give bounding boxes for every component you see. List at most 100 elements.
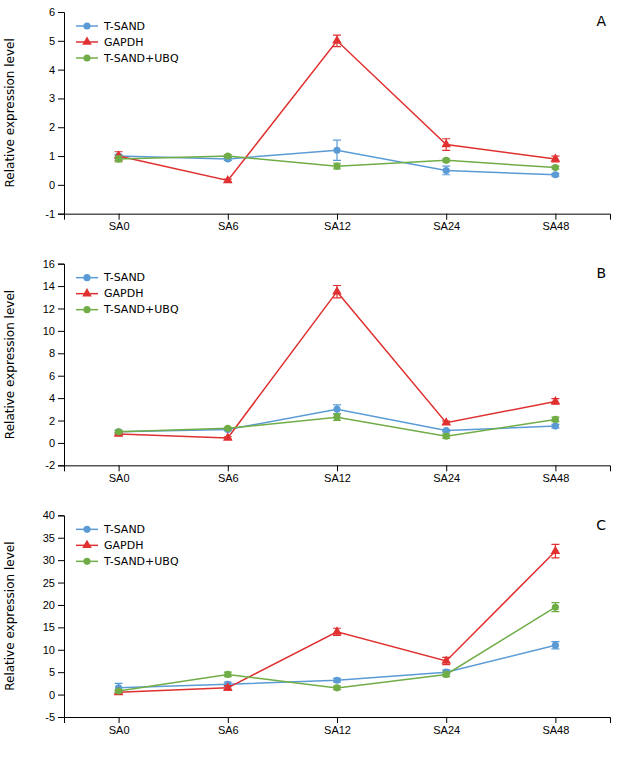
- error-cap: [551, 602, 559, 603]
- y-axis-title: Relative expression level: [3, 38, 17, 187]
- legend-entry: T-SAND: [76, 271, 145, 284]
- y-tick-label: 16: [43, 258, 55, 270]
- series: [115, 152, 560, 171]
- point-marker: [115, 155, 122, 162]
- plot-area: [114, 286, 560, 441]
- x-tick-label: SA12: [324, 724, 351, 736]
- point-marker: [333, 677, 340, 684]
- y-tick-label: 12: [43, 303, 55, 315]
- y-tick-mark: [58, 717, 64, 718]
- point-marker: [552, 604, 559, 611]
- y-tick-mark: [58, 185, 64, 186]
- error-cap: [442, 166, 450, 167]
- error-bar-group: [333, 163, 341, 169]
- x-tick: SA6: [218, 214, 239, 233]
- y-tick-label: 1: [49, 150, 55, 162]
- legend-marker: [82, 540, 92, 548]
- point-marker: [114, 428, 124, 436]
- series-line: [119, 292, 556, 438]
- x-tick-label: SA24: [433, 220, 460, 232]
- panel-label: B: [596, 265, 606, 281]
- point-marker: [333, 147, 340, 154]
- error-bar-group: [333, 140, 341, 160]
- y-tick: 1: [49, 150, 64, 162]
- x-tick-mark: [446, 214, 447, 220]
- point-marker: [223, 175, 233, 183]
- x-tick-label: SA24: [433, 472, 460, 484]
- x-tick: SA48: [542, 465, 569, 484]
- point-marker: [115, 428, 122, 435]
- error-bar-group: [551, 603, 559, 612]
- y-tick-mark: [58, 264, 64, 265]
- x-tick-mark: [228, 214, 229, 220]
- series: [115, 405, 560, 435]
- error-bar-group: [333, 286, 341, 298]
- point-marker: [552, 171, 559, 178]
- x-tick-mark: [337, 214, 338, 220]
- x-tick: SA12: [324, 214, 351, 233]
- y-axis: -50510152025303540: [43, 509, 65, 723]
- error-bar-group: [551, 544, 559, 557]
- y-tick: 14: [43, 280, 64, 292]
- legend-entry: GAPDH: [76, 36, 143, 49]
- y-tick-mark: [58, 560, 64, 561]
- error-cap: [333, 285, 341, 286]
- x-tick: SA6: [218, 465, 239, 484]
- y-tick-mark: [58, 515, 64, 516]
- error-bar-group: [551, 642, 559, 649]
- y-tick: 6: [49, 6, 64, 18]
- legend-entry: GAPDH: [76, 287, 143, 300]
- y-tick: 6: [49, 370, 64, 382]
- legend-marker: [83, 274, 90, 281]
- point-marker: [224, 425, 231, 432]
- x-tick-mark: [119, 214, 120, 220]
- y-tick: -1: [45, 208, 64, 220]
- y-tick-mark: [58, 41, 64, 42]
- plot-area: [114, 544, 560, 695]
- legend-label: T-SAND+UBQ: [103, 52, 179, 65]
- series: [115, 140, 560, 178]
- x-tick-mark: [337, 465, 338, 471]
- y-tick-mark: [58, 538, 64, 539]
- y-tick-mark: [58, 650, 64, 651]
- legend-entry: T-SAND: [76, 523, 145, 536]
- point-marker: [552, 423, 559, 430]
- y-tick-mark: [58, 443, 64, 444]
- y-tick: 4: [49, 392, 64, 404]
- y-tick-mark: [58, 214, 64, 215]
- point-marker: [441, 139, 451, 147]
- y-tick: 0: [49, 437, 64, 449]
- series: [115, 642, 560, 693]
- legend-entry: GAPDH: [76, 539, 143, 552]
- y-tick-mark: [58, 98, 64, 99]
- point-marker: [443, 433, 450, 440]
- y-tick-mark: [58, 353, 64, 354]
- point-marker: [443, 671, 450, 678]
- panel: -20246810121416SA0SA6SA12SA24SA48Relativ…: [3, 258, 611, 484]
- legend-label: GAPDH: [104, 539, 143, 552]
- y-tick: 10: [43, 644, 64, 656]
- x-tick-label: SA12: [324, 472, 351, 484]
- error-cap: [442, 174, 450, 175]
- y-tick-label: 0: [49, 179, 55, 191]
- error-bar-group: [333, 414, 341, 421]
- x-tick: SA12: [324, 717, 351, 736]
- legend: T-SAND GAPDH T-SAND+UBQ: [76, 20, 179, 65]
- x-axis: SA0SA6SA12SA24SA48: [65, 717, 611, 736]
- series-line: [119, 551, 556, 692]
- y-tick-mark: [58, 465, 64, 466]
- x-tick-label: SA48: [542, 220, 569, 232]
- y-tick-label: 35: [43, 532, 55, 544]
- x-tick: SA48: [542, 717, 569, 736]
- y-tick-mark: [58, 331, 64, 332]
- y-tick: 25: [43, 577, 64, 589]
- y-tick-label: -2: [45, 459, 55, 471]
- y-tick-mark: [58, 672, 64, 673]
- legend-marker: [82, 288, 92, 296]
- y-tick: 2: [49, 121, 64, 133]
- point-marker: [552, 416, 559, 423]
- x-tick: SA0: [109, 465, 130, 484]
- error-cap: [551, 557, 559, 558]
- y-tick: 0: [49, 179, 64, 191]
- legend-label: T-SAND: [103, 20, 145, 33]
